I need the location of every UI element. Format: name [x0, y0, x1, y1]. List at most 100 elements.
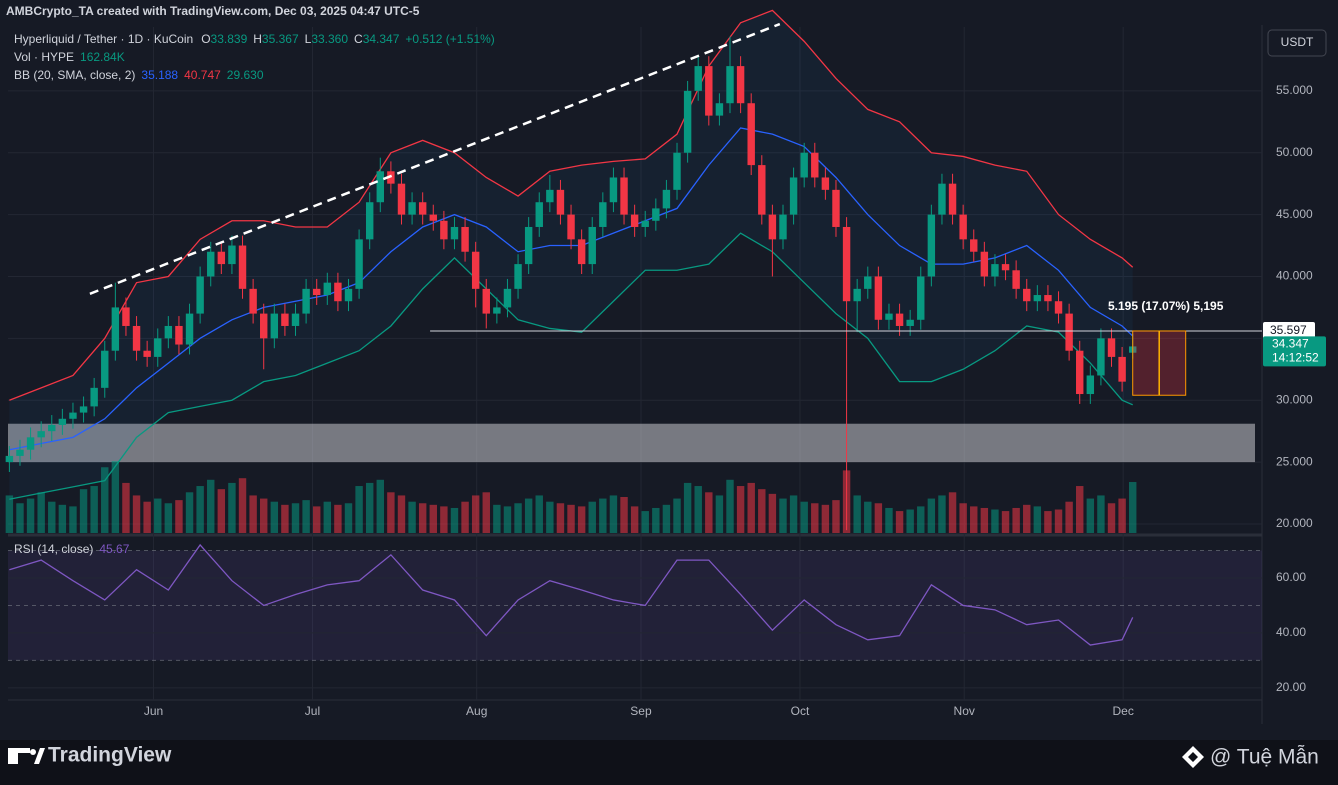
- x-tick-label: Oct: [791, 704, 810, 718]
- candle-body: [514, 264, 522, 289]
- volume-bar: [758, 489, 766, 533]
- rsi-tick-label: 40.00: [1276, 625, 1306, 639]
- volume-bar: [895, 511, 904, 533]
- volume-bar: [334, 504, 342, 533]
- candle-body: [1118, 356, 1126, 382]
- volume-bar: [864, 501, 872, 533]
- candle-body: [938, 183, 946, 215]
- candle-body: [143, 350, 151, 357]
- volume-bar: [1086, 498, 1095, 533]
- ohlc-value: 33.839: [211, 32, 248, 46]
- volume-bar: [599, 498, 607, 533]
- candle-body: [779, 214, 787, 240]
- candle-body: [694, 66, 702, 91]
- candle-body: [1044, 295, 1052, 302]
- volume-bar: [736, 486, 745, 533]
- candle-body: [482, 288, 490, 314]
- volume-bar: [927, 498, 936, 533]
- candle-body: [175, 325, 183, 345]
- candle-body: [418, 202, 427, 215]
- x-tick-label: Nov: [954, 704, 975, 718]
- y-tick-label: 45.000: [1276, 207, 1313, 221]
- candle-body: [164, 325, 173, 339]
- candle-body: [270, 313, 279, 339]
- candle-body: [79, 406, 88, 413]
- candle-body: [387, 171, 395, 184]
- volume-bar: [471, 495, 480, 533]
- x-tick-label: Jul: [305, 704, 320, 718]
- candle-body: [705, 66, 713, 116]
- candle-body: [217, 251, 226, 265]
- volume-bar: [1033, 506, 1042, 533]
- ohlc-key: O: [201, 32, 210, 46]
- candle-body: [556, 189, 565, 215]
- volume-bar: [5, 495, 14, 533]
- candle-body: [683, 90, 692, 153]
- candle-body: [344, 288, 353, 302]
- candle-body: [1065, 313, 1073, 351]
- volume-bar: [228, 482, 236, 533]
- volume-bar: [683, 482, 692, 533]
- candle-body: [281, 313, 289, 326]
- volume-bar: [101, 467, 109, 533]
- volume-bar: [111, 461, 120, 533]
- volume-bar: [938, 495, 946, 533]
- candle-body: [16, 449, 24, 456]
- volume-bar: [461, 501, 469, 533]
- candle-body: [1076, 350, 1084, 395]
- volume-bar: [365, 482, 374, 533]
- volume-bar: [980, 507, 989, 533]
- candle-body: [1033, 295, 1042, 302]
- volume-bar: [281, 504, 289, 533]
- volume-bar: [482, 492, 490, 533]
- candle-body: [874, 276, 883, 320]
- y-tick-label: 30.000: [1276, 392, 1313, 406]
- y-tick-label: 25.000: [1276, 454, 1313, 468]
- symbol: Hyperliquid / Tether · 1D · KuCoin: [14, 32, 193, 46]
- volume-bar: [747, 482, 755, 533]
- volume-bar: [821, 504, 830, 533]
- volume-bar: [249, 495, 257, 533]
- candle-body: [238, 245, 247, 289]
- candle-body: [207, 251, 215, 277]
- candle-body: [429, 214, 437, 221]
- volume-bar: [874, 503, 883, 533]
- volume-bar: [1054, 509, 1063, 533]
- volume-bar: [217, 489, 226, 533]
- volume-bar: [1012, 507, 1020, 533]
- volume-bar: [832, 500, 840, 533]
- candle-body: [768, 214, 777, 240]
- bb-value: 35.188: [141, 68, 178, 82]
- volume-bar: [26, 498, 35, 533]
- candle-body: [609, 177, 618, 203]
- volume-bar: [429, 504, 437, 533]
- candle-body: [980, 251, 989, 277]
- candle-body: [26, 437, 35, 450]
- volume-bar: [588, 501, 596, 533]
- volume-bar: [132, 495, 141, 533]
- y-tick-label: 55.000: [1276, 83, 1313, 97]
- ohlc-value: 35.367: [262, 32, 299, 46]
- candle-body: [736, 66, 745, 104]
- candle-body: [959, 214, 967, 240]
- bb-upper: [9, 9, 1134, 401]
- volume-bar: [79, 489, 88, 533]
- legend-bb: BB (20, SMA, close, 2) 35.188 40.747 29.630: [14, 68, 264, 82]
- volume-bar: [143, 501, 151, 533]
- volume-bar: [514, 503, 522, 533]
- candle-body: [599, 202, 607, 227]
- candle-body: [811, 152, 819, 178]
- candle-body: [503, 288, 512, 308]
- candle-body: [260, 313, 268, 339]
- volume-bar: [1044, 511, 1052, 533]
- candle-body: [291, 313, 300, 326]
- ohlc-value: 33.360: [311, 32, 348, 46]
- volume-bar: [122, 482, 130, 533]
- currency-button[interactable]: [1267, 29, 1327, 57]
- candle-body: [948, 183, 957, 215]
- candle-body: [5, 455, 14, 463]
- candle-body: [101, 350, 109, 388]
- candle-body: [895, 313, 904, 326]
- candle-body: [885, 313, 893, 320]
